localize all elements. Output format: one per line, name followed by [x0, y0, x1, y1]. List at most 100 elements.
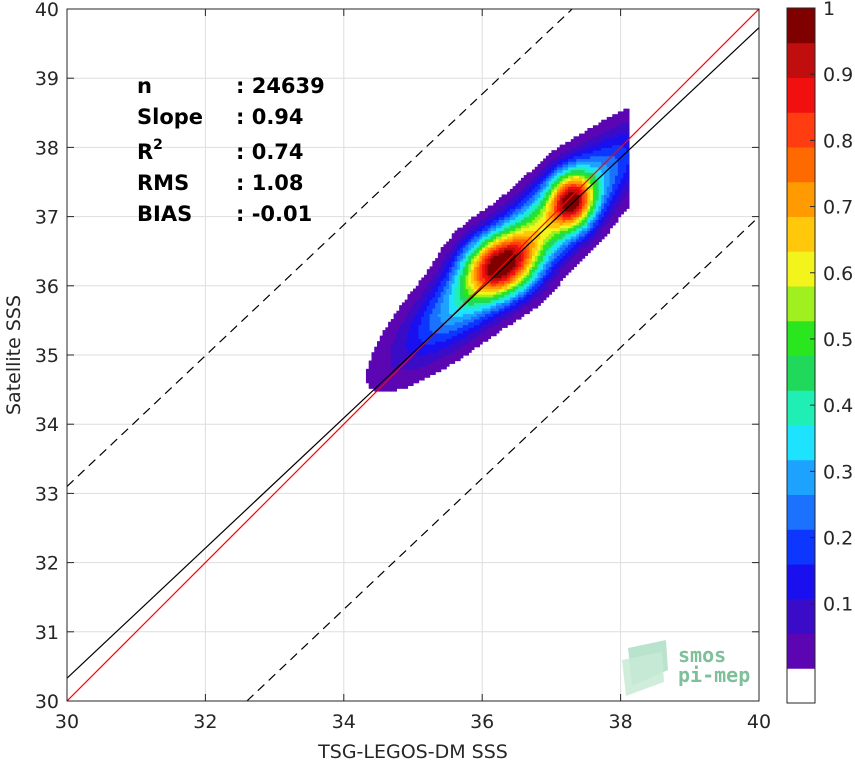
density-cell: [573, 194, 577, 198]
density-cell: [399, 335, 403, 339]
density-cell: [515, 208, 519, 212]
density-cell: [543, 277, 547, 281]
density-cell: [587, 161, 591, 165]
density-cell: [493, 238, 497, 243]
density-cell: [562, 252, 566, 256]
density-cell: [587, 194, 591, 198]
density-cell: [592, 208, 597, 212]
density-cell: [601, 144, 605, 148]
density-cell: [576, 222, 580, 226]
density-cell: [590, 233, 594, 237]
density-cell: [496, 205, 500, 209]
density-cell: [432, 355, 436, 359]
density-cell: [573, 230, 577, 234]
density-cell: [615, 197, 619, 201]
density-cell: [545, 177, 550, 182]
density-cell: [595, 191, 600, 196]
density-cell: [595, 147, 600, 151]
density-cell: [598, 141, 602, 146]
density-cell: [418, 357, 422, 362]
density-cell: [526, 235, 530, 240]
density-cell: [504, 230, 508, 234]
density-cell: [587, 191, 591, 196]
density-cell: [476, 224, 481, 229]
density-cell: [382, 349, 386, 353]
density-cell: [446, 247, 450, 251]
density-cell: [496, 213, 500, 218]
density-cell: [424, 335, 428, 339]
density-cell: [435, 288, 439, 292]
density-cell: [551, 252, 555, 256]
density-cell: [565, 205, 569, 209]
density-cell: [424, 321, 428, 326]
density-cell: [568, 175, 572, 179]
density-cell: [476, 235, 481, 240]
density-cell: [556, 155, 561, 160]
density-cell: [570, 227, 575, 232]
density-cell: [573, 186, 577, 190]
density-cell: [382, 352, 386, 356]
density-cell: [371, 360, 375, 364]
density-cell: [509, 294, 514, 298]
density-cell: [545, 213, 550, 218]
density-cell: [529, 205, 533, 209]
density-cell: [590, 211, 594, 215]
density-cell: [484, 316, 489, 320]
density-cell: [551, 280, 555, 284]
density-cell: [443, 357, 447, 362]
density-cell: [579, 258, 583, 262]
density-cell: [556, 283, 561, 287]
density-cell: [520, 227, 525, 232]
density-cell: [368, 371, 373, 375]
density-cell: [429, 274, 433, 279]
density-cell: [429, 302, 433, 306]
density-cell: [515, 285, 519, 290]
density-cell: [410, 346, 414, 351]
density-cell: [440, 269, 445, 273]
density-cell: [548, 238, 552, 243]
density-cell: [496, 235, 500, 240]
density-cell: [460, 260, 464, 265]
density-cell: [581, 197, 586, 201]
density-cell: [498, 310, 503, 315]
density-cell: [473, 230, 478, 234]
density-cell: [592, 147, 597, 151]
density-cell: [465, 302, 469, 306]
density-cell: [526, 285, 530, 290]
density-cell: [426, 330, 431, 334]
density-cell: [609, 125, 613, 129]
density-cell: [440, 307, 445, 312]
density-cell: [498, 202, 503, 207]
density-cell: [507, 319, 511, 323]
density-cell: [496, 291, 500, 295]
density-cell: [554, 266, 558, 270]
density-cell: [570, 249, 575, 254]
density-cell: [507, 305, 511, 309]
density-cell: [543, 219, 547, 223]
density-cell: [504, 296, 508, 301]
density-cell: [526, 249, 530, 254]
density-cell: [432, 343, 436, 348]
density-cell: [496, 274, 500, 279]
y-tick-label: 38: [35, 137, 59, 159]
density-cell: [457, 319, 461, 323]
density-cell: [465, 310, 469, 315]
density-cell: [515, 244, 519, 248]
density-cell: [460, 321, 464, 326]
density-cell: [413, 379, 417, 384]
density-cell: [471, 341, 475, 345]
density-cell: [562, 155, 566, 160]
density-cell: [448, 360, 453, 364]
density-cell: [612, 194, 616, 198]
density-cell: [460, 332, 464, 337]
density-cell: [568, 169, 572, 173]
density-cell: [592, 191, 597, 196]
density-cell: [573, 260, 577, 265]
density-cell: [496, 241, 500, 245]
density-cell: [598, 230, 602, 234]
density-cell: [570, 216, 575, 220]
density-cell: [393, 316, 397, 320]
density-cell: [415, 338, 420, 342]
density-cell: [603, 130, 608, 135]
density-cell: [501, 269, 505, 273]
